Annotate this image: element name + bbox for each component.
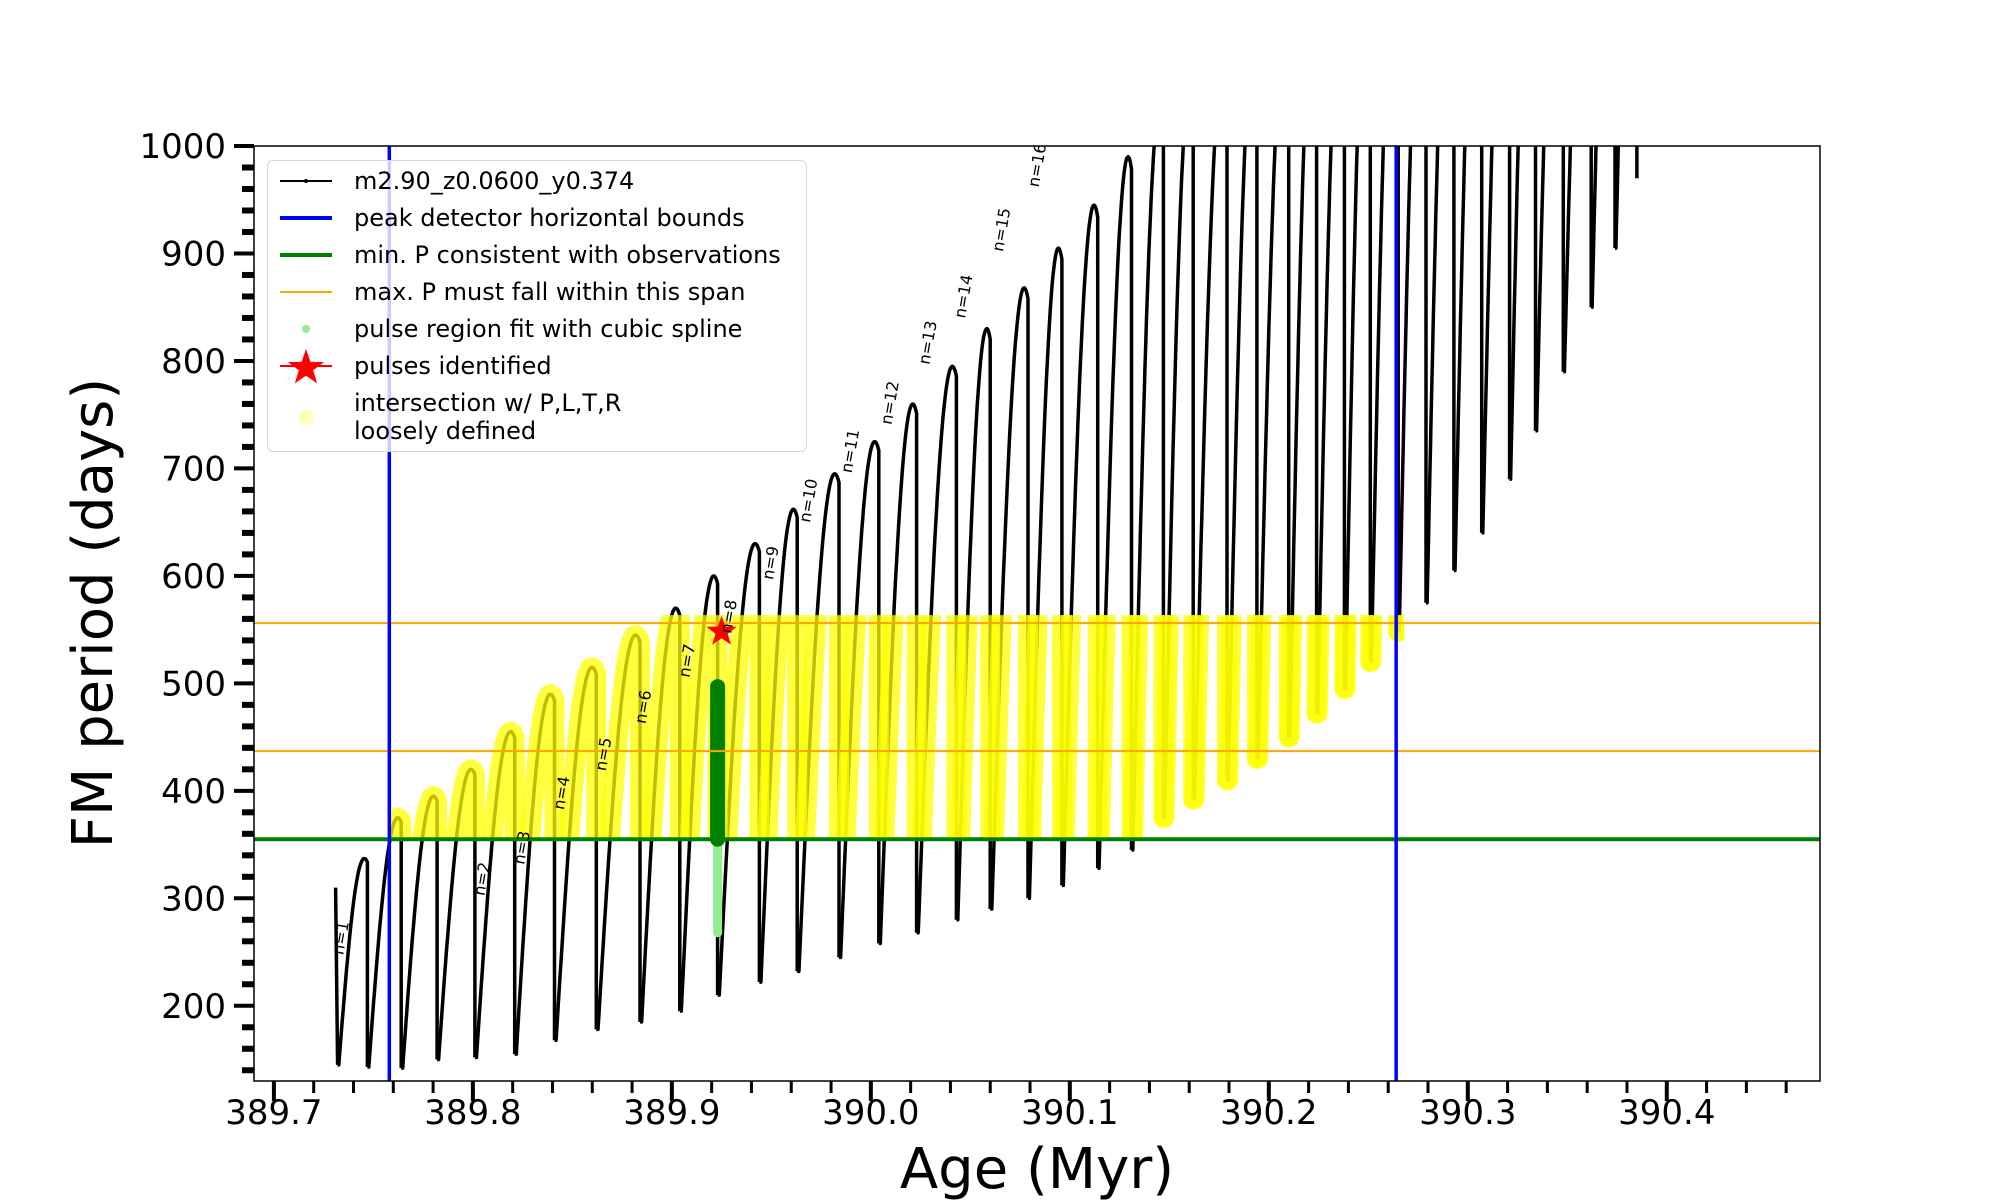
intersection-marker: [757, 615, 808, 840]
pulse-curve: [1508, 146, 1538, 481]
legend-label: pulse region fit with cubic spline: [354, 315, 743, 343]
intersection-marker: [835, 615, 889, 840]
y-tick-label: 1000: [139, 127, 226, 167]
pulse-identified-star: [706, 615, 737, 645]
y-tick-label: 600: [161, 557, 226, 597]
pulse-curve: [1369, 146, 1400, 664]
x-tick-label: 390.1: [1021, 1093, 1118, 1133]
legend-label: pulses identified: [354, 352, 552, 380]
y-tick-label: 300: [161, 879, 226, 919]
pulse-curve: [1397, 146, 1428, 634]
pulse-number-label: n=9: [758, 545, 783, 582]
y-axis-label: FM period (days): [61, 378, 126, 848]
pulse-curve: [797, 472, 841, 974]
pulse-curve: [1481, 146, 1512, 535]
pulse-curve: [1614, 146, 1639, 250]
y-tick-label: 200: [161, 987, 226, 1027]
intersection-marker: [641, 615, 690, 840]
pulse-curve: [1192, 146, 1229, 802]
legend-label: max. P must fall within this span: [354, 278, 746, 306]
pulse-curve: [1534, 146, 1566, 433]
intersection-marker: [911, 615, 967, 840]
legend-item: intersection w/ P,L,T,R loosely defined: [278, 387, 621, 447]
legend-thin-line-icon: [278, 274, 334, 310]
intersection-marker: [600, 625, 650, 840]
legend-item: peak detector horizontal bounds: [278, 200, 745, 236]
intersection-marker: [717, 615, 770, 840]
legend-item: pulse region fit with cubic spline: [278, 311, 742, 347]
intersection-marker: [1021, 615, 1072, 840]
y-tick-label: 500: [161, 664, 226, 704]
legend-line-dot-icon: [278, 163, 334, 199]
x-axis-label: Age (Myr): [900, 1137, 1174, 1200]
legend-label: min. P consistent with observations: [354, 241, 781, 269]
legend-label: intersection w/ P,L,T,R loosely defined: [354, 389, 622, 445]
intersection-marker: [1123, 615, 1174, 840]
legend-item: min. P consistent with observations: [278, 237, 781, 273]
intersection-marker: [389, 807, 412, 840]
x-tick-label: 390.2: [1220, 1093, 1317, 1133]
pulse-curve: [1226, 146, 1259, 782]
intersection-marker: [412, 786, 448, 840]
pulse-curve: [1256, 146, 1291, 761]
pulse-curve: [1315, 146, 1347, 716]
intersection-marker: [1089, 615, 1142, 840]
legend-item: max. P must fall within this span: [278, 274, 745, 310]
legend-circle-icon: [278, 387, 334, 447]
pulse-number-label: n=14: [950, 273, 976, 320]
x-tick-label: 389.8: [424, 1093, 521, 1133]
y-tick-label: 400: [161, 772, 226, 812]
intersection-marker: [1153, 615, 1204, 828]
intersection-marker: [950, 615, 1001, 840]
intersection-marker: [874, 615, 927, 840]
intersection-marker: [984, 615, 1038, 840]
intersection-group: [389, 615, 1405, 840]
y-tick-label: 800: [161, 342, 226, 382]
pulse-curve: [337, 856, 370, 1067]
pulse-curve: [1590, 146, 1617, 309]
pulse-curve: [333, 887, 340, 1065]
intersection-marker: [559, 657, 607, 840]
legend-dot-icon: [278, 311, 334, 347]
pulse-number-label: n=10: [795, 477, 821, 524]
axes: 389.7 389.8 389.9 390.0 390.1 390.2 390.3 390.4…: [139, 127, 1788, 1133]
intersection-marker: [520, 684, 565, 840]
legend-item: m2.90_z0.0600_y0.374: [278, 163, 634, 199]
pulse-number-label: n=12: [877, 379, 903, 426]
plot-marks: n=1n=2n=3n=4n=5n=6n=7n=8n=9n=10n=11n=12n…: [254, 142, 1820, 1081]
legend-label: m2.90_z0.0600_y0.374: [354, 167, 635, 195]
legend-label: peak detector horizontal bounds: [354, 204, 745, 232]
pulse-curve: [1562, 146, 1593, 374]
pulse-curve: [1425, 146, 1456, 605]
x-tick-label: 390.3: [1419, 1093, 1516, 1133]
y-tick-label: 700: [161, 449, 226, 489]
pulse-curve: [1288, 146, 1319, 739]
pulse-number-label: n=13: [914, 319, 940, 366]
plot-frame: [253, 145, 1821, 1082]
legend-thick-line-icon: [278, 237, 334, 273]
pulse-number-label: n=16: [1024, 142, 1050, 189]
legend-item: pulses identified: [278, 348, 552, 384]
pulse-curve: [1453, 146, 1484, 573]
intersection-marker: [482, 721, 525, 840]
pulse-number-label: n=11: [837, 428, 863, 475]
pulse-curve: [367, 815, 403, 1069]
x-tick-label: 389.9: [623, 1093, 720, 1133]
x-tick-label: 389.7: [225, 1093, 322, 1133]
legend-thick-line-icon: [278, 200, 334, 236]
intersection-marker: [1054, 615, 1108, 840]
intersection-marker: [679, 615, 728, 840]
intersection-marker: [446, 759, 485, 840]
y-tick-label: 900: [161, 234, 226, 274]
pulse-curve: [1343, 146, 1373, 691]
x-tick-label: 390.0: [822, 1093, 919, 1133]
x-tick-label: 390.4: [1618, 1093, 1715, 1133]
legend-star-icon: [278, 348, 334, 384]
pulse-number-label: n=15: [988, 206, 1014, 253]
